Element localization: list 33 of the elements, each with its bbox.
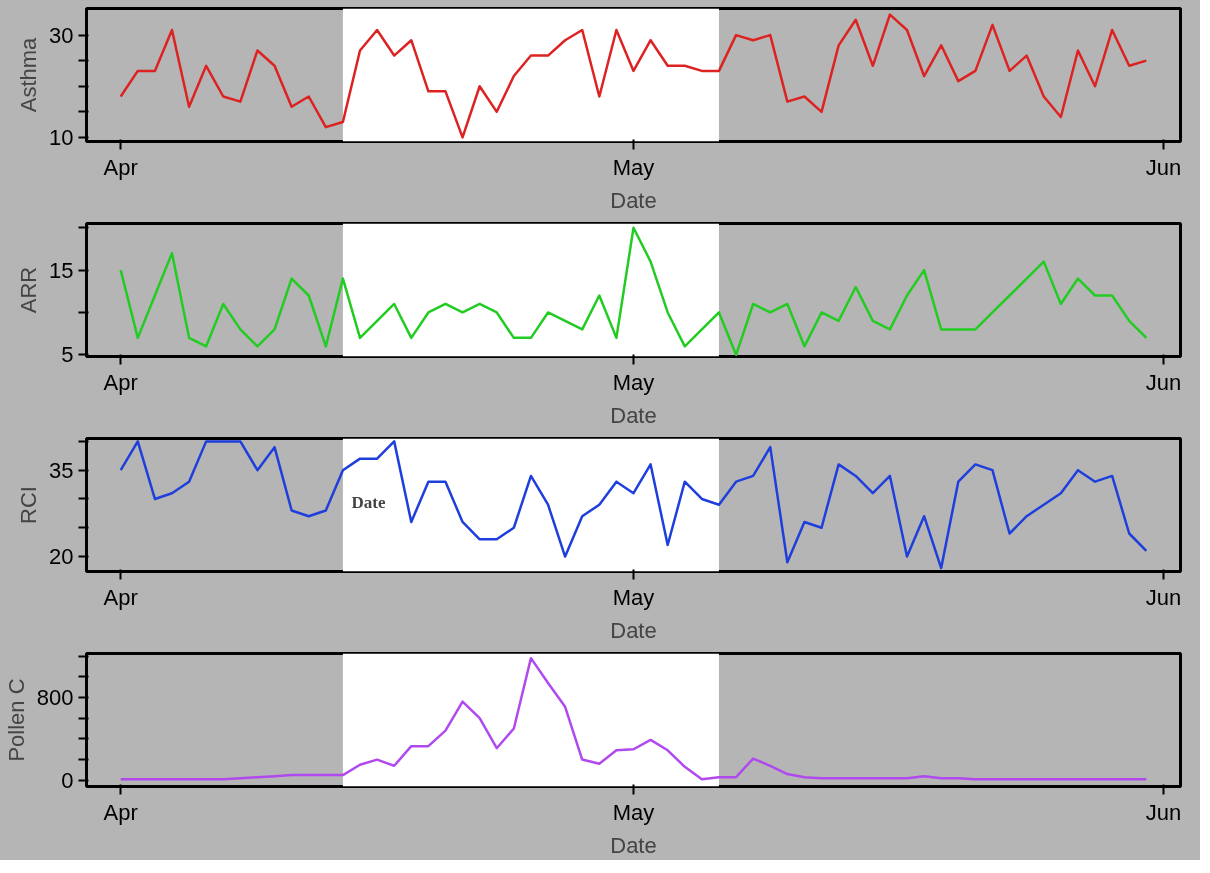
y-tick-label: 20: [49, 544, 74, 570]
x-tick-label: Apr: [103, 369, 138, 395]
y-tick-label: 5: [61, 342, 74, 368]
x-tick-label: Jun: [1145, 584, 1182, 610]
y-axis-title: Pollen C: [3, 678, 29, 762]
x-axis-title: Date: [610, 832, 657, 858]
line-series: [119, 440, 1148, 570]
x-tick-label: Apr: [103, 154, 138, 180]
y-axis-title: Asthma: [16, 36, 42, 113]
y-tick-label: 35: [49, 457, 74, 483]
x-tick-label: May: [612, 369, 655, 395]
x-tick-label: May: [612, 799, 655, 825]
x-tick-label: Apr: [103, 799, 138, 825]
x-axis-title: Date: [610, 402, 657, 428]
x-tick-label: Apr: [103, 584, 138, 610]
x-axis-title: Date: [610, 617, 657, 643]
x-axis-title: Date: [610, 187, 657, 213]
line-series: [119, 226, 1148, 357]
line-series: [119, 13, 1148, 139]
x-tick-label: Jun: [1145, 369, 1182, 395]
y-tick-label: 0: [61, 767, 74, 793]
y-axis-title: ARR: [16, 266, 42, 314]
x-tick-label: Jun: [1145, 154, 1182, 180]
y-axis-title: RCI: [16, 486, 42, 524]
x-tick-label: Jun: [1145, 799, 1182, 825]
y-tick-label: 30: [49, 22, 74, 48]
line-series: [119, 656, 1148, 781]
x-tick-label: May: [612, 584, 655, 610]
annotation: Date: [351, 492, 386, 512]
y-tick-label: 15: [49, 257, 74, 283]
y-tick-label: 10: [49, 124, 74, 150]
x-tick-label: May: [612, 154, 655, 180]
y-tick-label: 800: [36, 684, 74, 710]
